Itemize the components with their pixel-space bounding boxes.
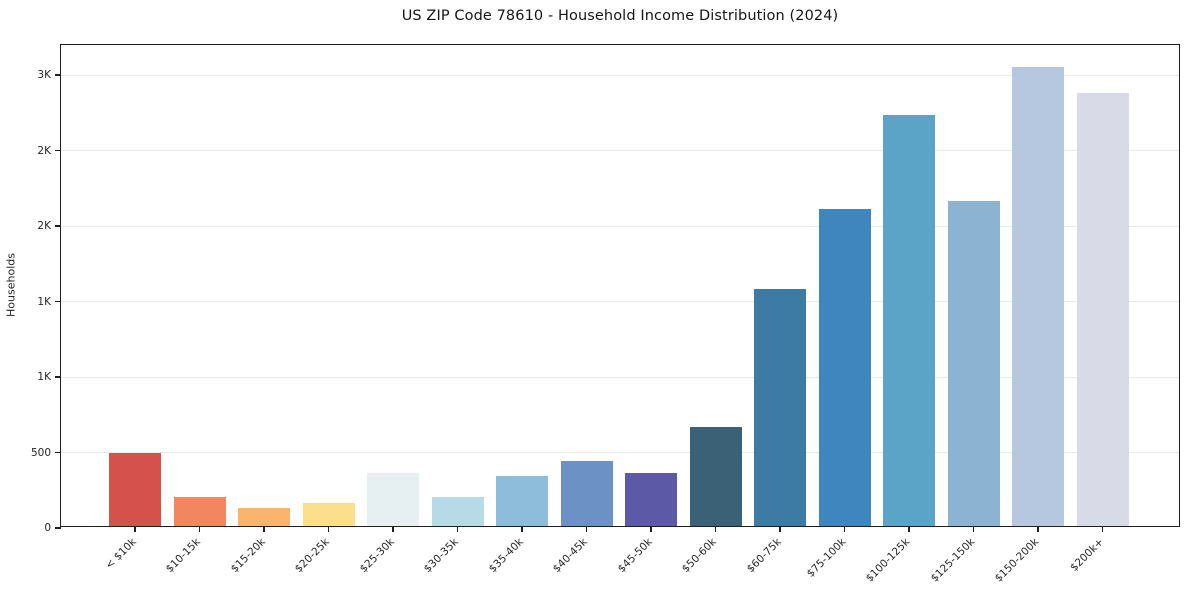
y-tick-mark	[55, 225, 61, 227]
x-tick-label: $45-50k	[615, 536, 655, 576]
x-tick-mark	[972, 526, 975, 532]
y-tick-mark	[55, 451, 61, 454]
x-tick-mark	[843, 526, 846, 532]
y-tick-mark	[55, 149, 61, 152]
gridline	[61, 225, 1179, 227]
gridline	[61, 301, 1179, 303]
y-tick-mark	[55, 376, 61, 378]
plot-area: 0 500 1K 1K 2K 2K 3K < $10k $10-15k $15-20k $20-25…	[31, 44, 1180, 585]
x-tick-label: $200k+	[1068, 536, 1106, 574]
y-tick-label: 1K	[37, 295, 51, 308]
x-tick-label: $100-125k	[863, 536, 913, 585]
x-tick-mark	[392, 526, 394, 532]
chart-title: US ZIP Code 78610 - Household Income Dis…	[401, 8, 839, 24]
bar	[173, 496, 226, 526]
bar	[238, 507, 290, 526]
x-tick-label: $25-30k	[357, 536, 397, 576]
bar	[367, 473, 419, 526]
y-tick-label: 2K	[37, 220, 51, 233]
x-tick-label: $125-150k	[928, 536, 977, 585]
x-tick-mark	[327, 526, 330, 532]
y-tick-label: 2K	[37, 144, 51, 157]
bar	[625, 473, 677, 526]
x-tick-label: $20-25k	[292, 536, 332, 576]
x-tick-label: $35-40k	[486, 536, 526, 576]
y-tick-label: 0	[44, 522, 51, 534]
x-tick-mark	[1101, 526, 1104, 532]
gridline	[61, 376, 1179, 378]
bar	[560, 461, 613, 526]
x-tick-label: < $10k	[102, 536, 139, 572]
x-tick-label: $50-60k	[679, 536, 719, 576]
y-tick-label: 500	[30, 446, 51, 459]
x-tick-label: $75-100k	[804, 536, 848, 580]
x-tick-mark	[908, 526, 910, 532]
y-tick-label: 3K	[37, 69, 51, 82]
x-tick-mark	[134, 526, 136, 532]
x-tick-mark	[198, 526, 201, 532]
x-tick-mark	[714, 526, 717, 532]
bar	[431, 497, 484, 526]
bar	[754, 289, 806, 526]
bar	[883, 115, 935, 526]
x-tick-label: $10-15k	[163, 536, 203, 576]
bar	[109, 452, 161, 526]
y-tick-mark	[55, 300, 61, 303]
bar	[1076, 92, 1129, 526]
gridline	[61, 452, 1179, 454]
x-tick-mark	[585, 526, 588, 532]
x-tick-label: $30-35k	[421, 536, 461, 576]
bar	[1012, 67, 1064, 526]
x-tick-mark	[521, 526, 523, 532]
bar	[947, 201, 1000, 526]
y-axis-label: Households	[4, 253, 18, 317]
x-tick-mark	[456, 526, 459, 532]
bar	[818, 209, 871, 526]
x-tick-label: $60-75k	[744, 536, 784, 576]
y-tick-label: 1K	[37, 371, 51, 384]
bar	[496, 476, 548, 526]
x-tick-mark	[779, 526, 781, 532]
gridline	[61, 150, 1179, 152]
bar	[302, 502, 355, 526]
x-tick-label: $15-20k	[228, 536, 268, 576]
bar	[689, 427, 742, 526]
y-tick-mark	[55, 527, 61, 529]
y-tick-mark	[55, 74, 61, 76]
gridline	[61, 74, 1179, 76]
x-tick-mark	[263, 526, 265, 532]
x-tick-label: $150-200k	[992, 536, 1042, 585]
x-tick-label: $40-45k	[550, 536, 590, 576]
x-tick-mark	[1037, 526, 1039, 532]
x-tick-mark	[650, 526, 652, 532]
